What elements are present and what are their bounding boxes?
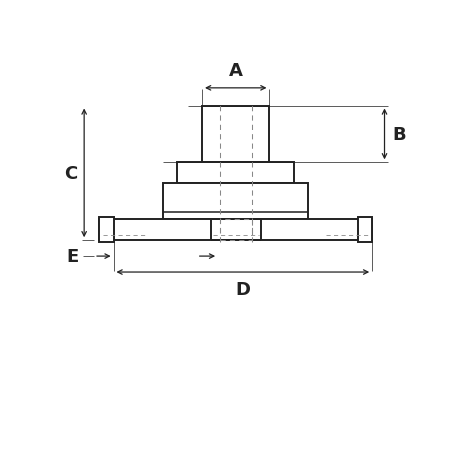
FancyBboxPatch shape <box>357 218 371 242</box>
Bar <box>219 219 251 241</box>
Text: C: C <box>64 164 78 183</box>
FancyBboxPatch shape <box>202 106 269 163</box>
Text: E: E <box>66 247 78 265</box>
FancyBboxPatch shape <box>177 163 294 184</box>
FancyBboxPatch shape <box>99 218 113 242</box>
Text: A: A <box>228 62 242 80</box>
Text: D: D <box>235 280 250 298</box>
FancyBboxPatch shape <box>163 184 308 219</box>
Text: B: B <box>392 126 405 144</box>
FancyBboxPatch shape <box>99 219 371 241</box>
